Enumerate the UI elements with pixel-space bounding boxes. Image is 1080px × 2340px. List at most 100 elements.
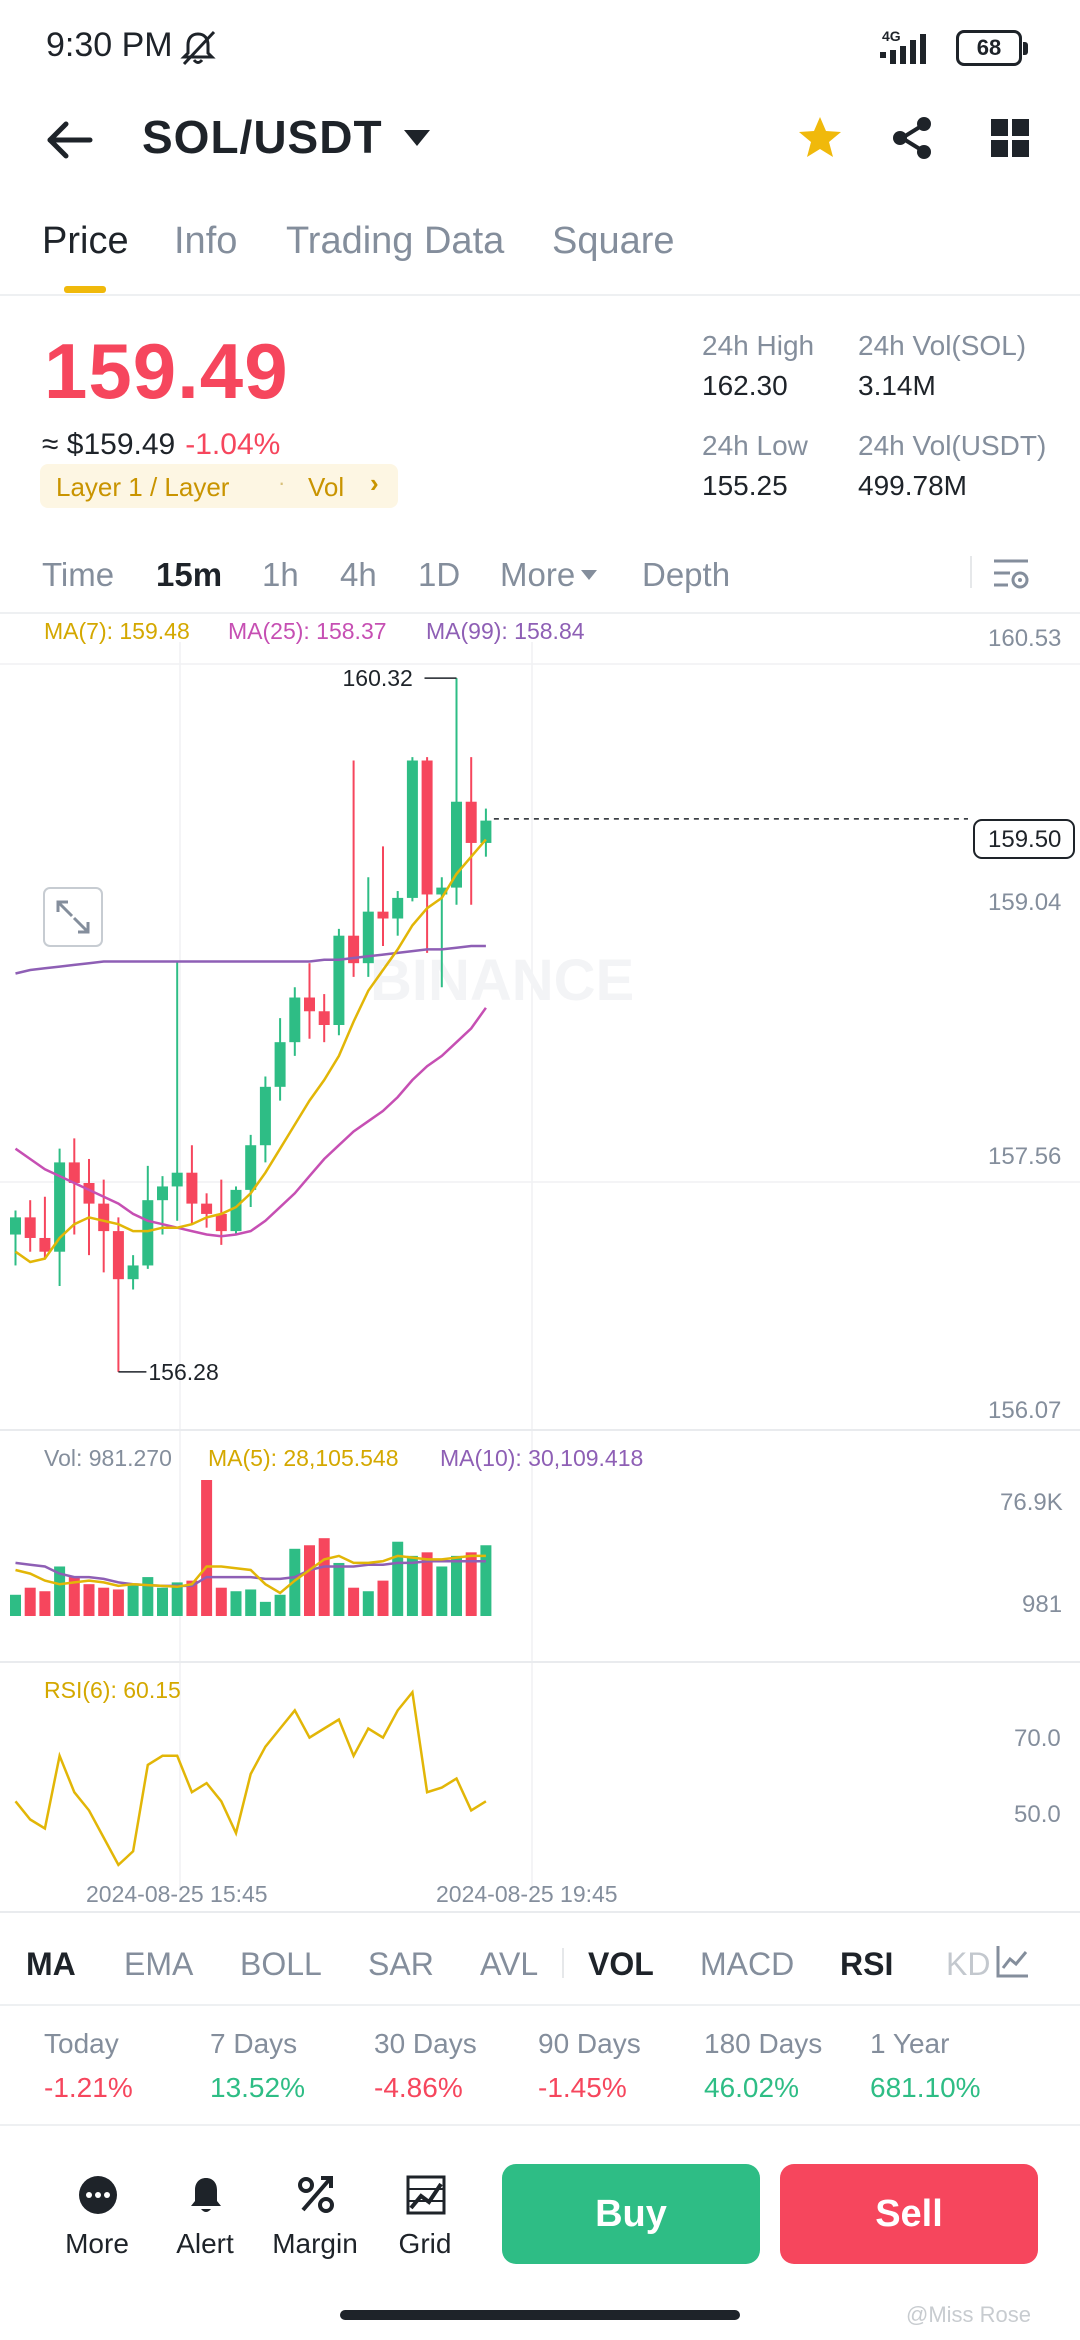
volume-bar [10, 1594, 21, 1616]
candle [245, 1134, 257, 1208]
ma-lines-layer [14, 838, 487, 1264]
timeframe-1d[interactable]: 1D [418, 556, 461, 593]
category-tag[interactable]: Layer 1 / Layer · Vol › [40, 464, 398, 508]
candle [39, 1196, 51, 1259]
indicator-vol[interactable]: VOL [588, 1946, 654, 1982]
perf-value-90d: -1.45% [538, 2072, 627, 2103]
tab-square[interactable]: Square [552, 220, 675, 262]
candle-body [127, 1265, 139, 1280]
volume-bar [68, 1577, 80, 1616]
timeframe-15m[interactable]: 15m [156, 556, 223, 593]
volume-bar [274, 1594, 286, 1616]
indicator-sar[interactable]: SAR [368, 1946, 434, 1982]
volume-bar [39, 1591, 51, 1616]
indicator-settings-icon[interactable] [996, 1944, 1030, 1978]
share-icon[interactable] [890, 116, 934, 160]
vol-ma5-line [15, 1554, 486, 1595]
rsi-line-layer [14, 1689, 487, 1867]
indicator-rsi[interactable]: RSI [840, 1946, 894, 1982]
volume-bar [421, 1552, 433, 1616]
star-icon[interactable] [796, 114, 844, 162]
vol-label: Vol: 981.270 [44, 1445, 172, 1471]
candle-body [83, 1183, 95, 1204]
back-arrow-icon[interactable] [44, 118, 94, 162]
status-time: 9:30 PM [46, 26, 173, 64]
candle [215, 1179, 227, 1245]
candle [392, 891, 404, 936]
indicator-macd[interactable]: MACD [700, 1946, 795, 1982]
timeframe-4h[interactable]: 4h [340, 556, 377, 593]
candle [480, 808, 492, 857]
stat-low-value: 155.25 [702, 470, 788, 501]
grid-icon[interactable] [990, 118, 1030, 158]
volume-bar [406, 1555, 418, 1616]
ma7-line [14, 838, 487, 1264]
volume-bar [98, 1587, 110, 1616]
perf-label-30d: 30 Days [374, 2028, 477, 2059]
stat-high-value: 162.30 [702, 370, 788, 401]
indicator-avl[interactable]: AVL [480, 1946, 539, 1982]
indicator-boll[interactable]: BOLL [240, 1946, 322, 1982]
tab-info[interactable]: Info [174, 220, 238, 262]
vol-ma5-label: MA(5): 28,105.548 [208, 1445, 399, 1471]
vol-ma10-line [15, 1559, 486, 1588]
indicator-ma[interactable]: MA [26, 1946, 76, 1982]
expand-chart-button[interactable] [43, 887, 103, 947]
candle [274, 1018, 286, 1101]
candle [112, 1217, 124, 1372]
ma25-line [14, 1007, 487, 1238]
indicator-ema[interactable]: EMA [124, 1946, 194, 1982]
current-price-tag: 159.50 [988, 826, 1061, 853]
timeframe-1h[interactable]: 1h [262, 556, 299, 593]
caret-down-icon[interactable] [404, 130, 430, 146]
timeframe-more[interactable]: More [500, 556, 598, 594]
candle [348, 760, 360, 977]
perf-label-7d: 7 Days [210, 2028, 298, 2059]
volume-bar [333, 1562, 345, 1616]
image-watermark: @Miss Rose [906, 2302, 1032, 2327]
candle-body [157, 1186, 168, 1201]
candle [83, 1158, 95, 1256]
sell-button[interactable]: Sell [780, 2164, 1038, 2264]
vol-axis-min: 981 [1022, 1591, 1062, 1618]
rsi-line [14, 1689, 487, 1867]
timeframe-time[interactable]: Time [42, 556, 115, 593]
ma7-label: MA(7): 159.48 [44, 618, 190, 644]
volume-bar [362, 1591, 374, 1616]
candles-layer [10, 678, 492, 1372]
volume-bars-layer [10, 1480, 492, 1616]
home-indicator[interactable] [340, 2310, 740, 2320]
category-tag-label: Layer 1 / Layer [56, 472, 230, 502]
nav-grid-label: Grid [398, 2228, 452, 2259]
candle-body [259, 1086, 271, 1146]
candle-body [24, 1217, 36, 1238]
current-price-tag-box [973, 819, 1075, 859]
candle-body [230, 1189, 242, 1232]
candle [230, 1186, 242, 1235]
candle-body [480, 820, 492, 843]
candle [98, 1179, 110, 1273]
vol-ma10-label: MA(10): 30,109.418 [440, 1445, 643, 1471]
signal-icon [880, 34, 926, 64]
price-chart[interactable]: BINANCE MA(7): 159.48 MA(25): 158.37 MA(… [0, 612, 1080, 1914]
depth-tab[interactable]: Depth [642, 556, 731, 593]
indicator-separator [562, 1948, 564, 1978]
candle-body [54, 1162, 66, 1252]
pair-title[interactable]: SOL/USDT [142, 111, 383, 163]
volume-bar [318, 1538, 330, 1616]
price-axis-2: 159.04 [988, 889, 1061, 916]
tab-trading-data[interactable]: Trading Data [286, 220, 505, 262]
stat-vol-usdt-value: 499.78M [858, 470, 967, 501]
buy-button[interactable]: Buy [502, 2164, 760, 2264]
rsi-axis-70: 70.0 [1014, 1725, 1061, 1752]
volume-bar [451, 1555, 462, 1616]
volume-bar [215, 1587, 227, 1616]
candle-body [68, 1162, 80, 1184]
tab-indicator [64, 286, 106, 293]
high-low-markers: 160.32 156.28 [118, 665, 457, 1385]
chart-settings-icon[interactable] [992, 556, 1030, 592]
indicator-kd[interactable]: KD [946, 1946, 991, 1982]
candle-body [362, 911, 374, 964]
network-label: 4G [882, 28, 901, 44]
tab-price[interactable]: Price [42, 220, 129, 262]
